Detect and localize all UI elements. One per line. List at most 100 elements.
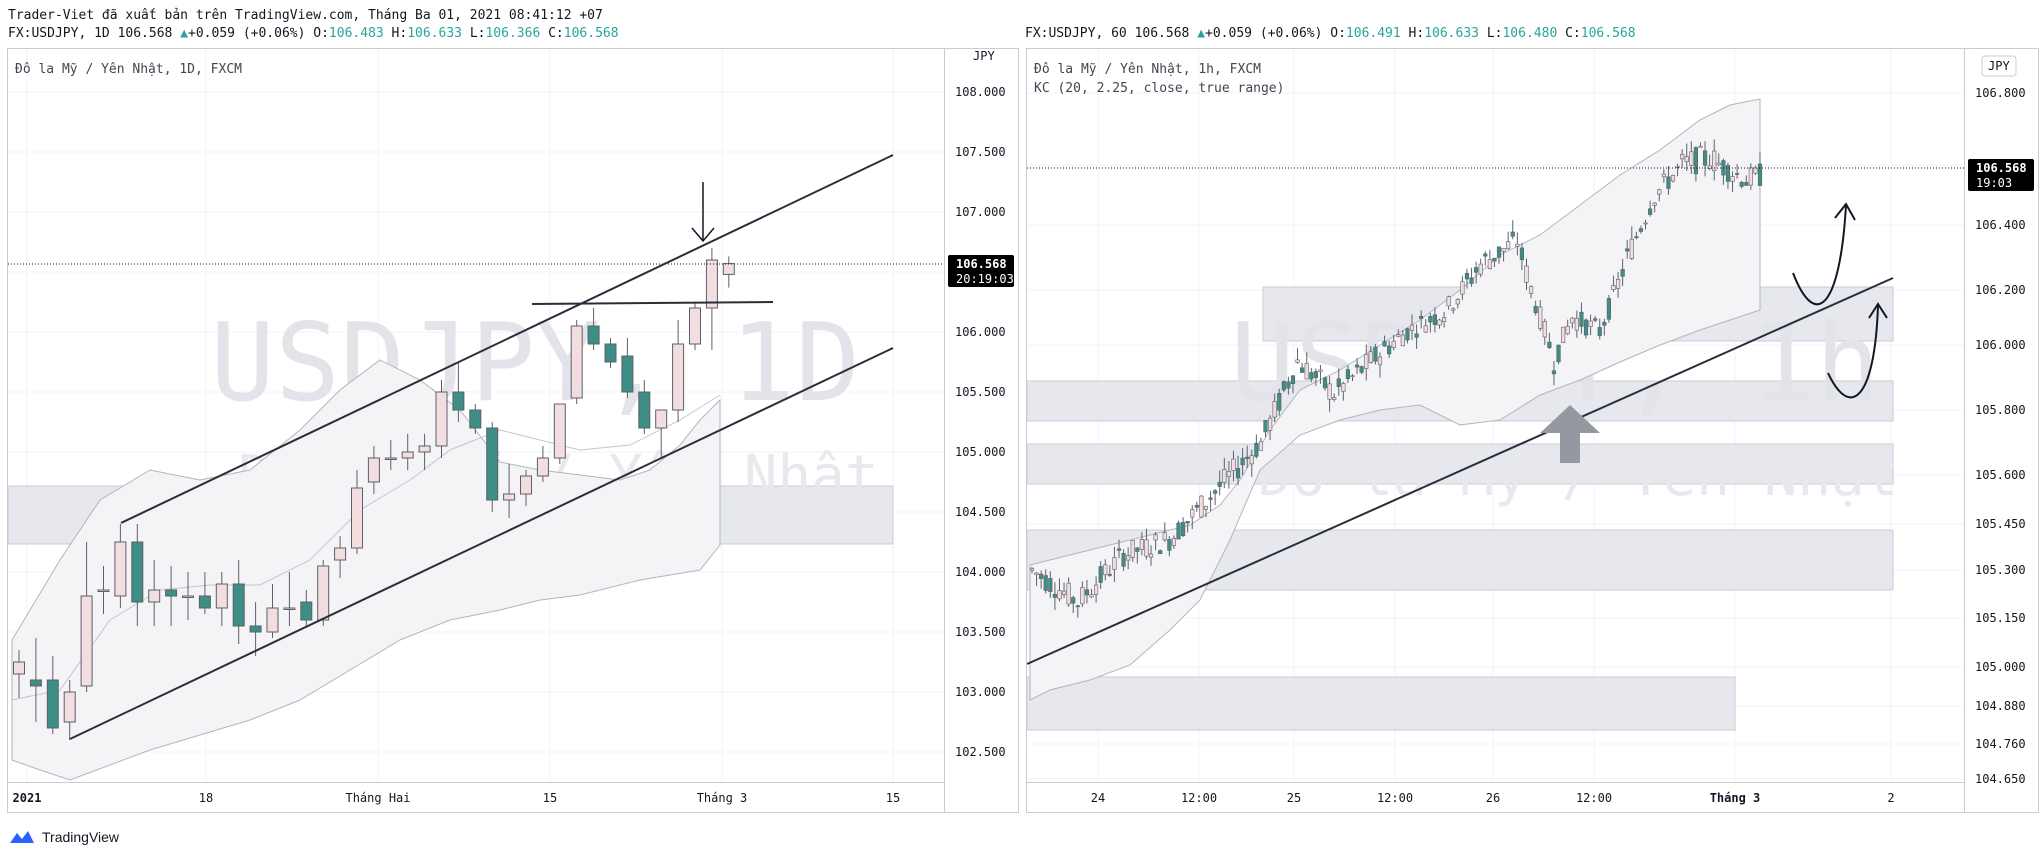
left-x-tick: 2021 [13,791,42,805]
right-candle-down [1254,442,1259,457]
right-candle-down [1345,369,1351,380]
right-candle-down [1519,247,1525,261]
right-candle-up [1112,557,1117,570]
left-bollinger-band [11,359,721,781]
right-y-tick: 104.650 [1975,772,2026,786]
left-countdown: 20:19:03 [956,272,1014,286]
right-price-tag-value: 106.568 [1976,161,2027,175]
right-candle-up [1103,564,1108,576]
right-candle-up [1689,151,1694,166]
right-candle-down [1492,257,1497,262]
right-candle-up [1368,351,1373,363]
right-y-tick: 105.600 [1975,468,2026,482]
right-candle-down [1277,392,1282,411]
right-candle-up [1364,354,1369,369]
right-candle-up [1542,321,1547,338]
right-h-label: H: [1408,26,1425,41]
right-candle-down [1235,468,1241,479]
left-price-tag-value: 106.568 [956,257,1007,271]
right-candles [1029,139,1763,618]
right-candle-down [1052,593,1057,598]
left-candle-up [520,475,532,495]
right-candle-up [1570,317,1575,324]
right-l-label: L: [1486,26,1503,41]
right-candle-down [1405,328,1410,341]
left-candle-up [148,589,161,603]
left-x-tick: 15 [543,791,557,805]
left-candle-down [232,583,245,627]
right-candle-up [1029,568,1035,571]
left-x-tick: Tháng Hai [345,791,410,805]
left-candle-up [351,487,363,549]
right-candle-down [1194,504,1199,508]
right-y-tick: 105.800 [1975,403,2026,417]
left-y-tick: 104.500 [955,505,1006,519]
right-candle-up [1267,417,1273,431]
right-candle-down [1322,377,1328,389]
left-candle-down [198,595,211,609]
right-candle-up [1506,241,1511,250]
left-candle-up [182,595,194,598]
right-countdown: 19:03 [1976,176,2012,190]
left-change: +0.059 (+0.06%) [188,26,306,41]
right-candle-down [1739,182,1744,187]
right-candle-up [1455,298,1460,305]
right-close: 106.568 [1580,26,1636,41]
right-candle-up [1657,189,1662,195]
curved-up-arrow-head-icon [1834,202,1856,221]
right-candle-down [1533,306,1538,314]
left-candle-up [215,583,228,609]
right-candle-up [1588,320,1593,327]
right-candle-up [1249,455,1254,465]
right-candle-up [1643,222,1648,225]
right-candle-down [1043,575,1048,591]
right-candle-up [1190,509,1195,518]
tradingview-logo[interactable]: TradingView [8,829,119,845]
right-indicator: KC (20, 2.25, close, true range) [1034,81,1284,96]
right-currency: JPY [1988,59,2010,73]
right-symbol: FX:USDJPY, 60 [1025,26,1127,41]
left-candle-up [384,457,397,460]
right-candle-down [1213,490,1218,494]
right-candle-down [1300,367,1305,373]
right-candle-up [1061,590,1067,595]
left-candle-down [638,391,651,429]
right-candle-up [1611,285,1616,290]
right-candle-up [1396,334,1401,337]
left-ohlc-bar: FX:USDJPY, 1D 106.568 ▲+0.059 (+0.06%) O… [8,26,619,41]
left-c-label: C: [548,26,564,41]
left-candle-down [300,601,313,621]
right-x-tick: 24 [1091,791,1105,805]
right-candle-down [1071,597,1076,604]
left-y-tick: 102.500 [955,745,1006,759]
right-candle-down [1620,269,1625,277]
right-candle-down [1606,298,1612,320]
left-candle-down [452,391,465,411]
right-candle-up [1501,248,1506,252]
right-candle-up [1712,150,1717,172]
right-candle-down [1483,253,1488,257]
right-candle-up [1615,278,1621,289]
right-candle-down [1666,176,1671,189]
left-candle-up [689,307,701,345]
right-candle-down [1354,364,1360,368]
right-candle-up [1478,263,1483,275]
left-o-label: O: [313,26,329,41]
right-candle-up [1327,383,1332,400]
right-candle-up [1451,308,1456,311]
left-candle-up [283,607,296,610]
right-candle-up [1332,397,1337,400]
left-candle-down [469,409,482,429]
right-candle-down [1180,522,1186,536]
right-candle-down [1336,378,1341,387]
left-candle-down [587,325,600,345]
right-candle-down [1432,314,1438,325]
right-candle-up [1730,176,1735,182]
right-candle-down [1428,316,1433,323]
right-candle-down [1583,319,1589,336]
left-upper-trendline [120,154,894,524]
right-x-tick: 26 [1486,791,1500,805]
right-candle-up [1565,326,1570,335]
